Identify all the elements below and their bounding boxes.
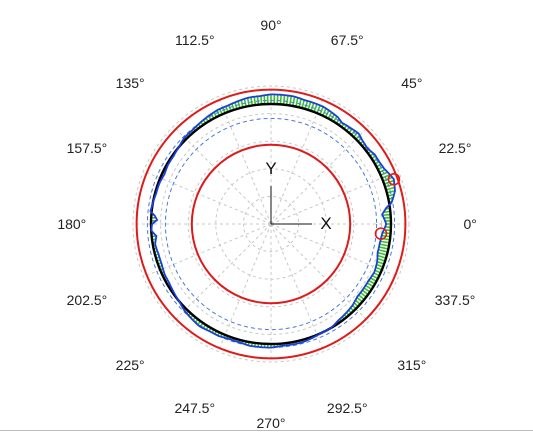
deviation-hatch-line — [246, 97, 250, 107]
deviation-hatch-line — [310, 102, 315, 112]
deviation-hatch-line — [319, 106, 324, 115]
deviation-hatch-line — [313, 103, 318, 113]
angle-label: 45° — [401, 75, 422, 91]
reference-circle — [149, 102, 393, 346]
deviation-hatch-line — [276, 94, 279, 105]
y-axis-label: Y — [265, 159, 276, 178]
deviation-hatch-line — [361, 289, 369, 296]
angle-label: 315° — [397, 357, 426, 373]
angle-label: 225° — [116, 357, 145, 373]
deviation-hatch-line — [295, 97, 299, 107]
grid-spoke — [143, 223, 272, 278]
deviation-hatch-line — [382, 213, 391, 217]
extreme-point-marker — [387, 172, 401, 186]
grid-ring — [132, 85, 410, 363]
marker-layer — [374, 172, 401, 240]
deviation-hatch-line — [301, 99, 306, 109]
angle-label: 157.5° — [67, 140, 108, 156]
grid-spoke — [173, 223, 272, 322]
deviation-hatch-line — [378, 248, 388, 253]
deviation-hatch-line — [385, 186, 395, 191]
x-axis-label: X — [320, 214, 331, 233]
deviation-hatch-line — [381, 173, 391, 179]
dashed-circle — [164, 117, 378, 331]
deviation-hatch-line — [380, 240, 390, 244]
grid-spoke — [217, 223, 272, 352]
deviation-hatch-line — [368, 279, 376, 285]
grid-ring — [187, 140, 355, 308]
bottom-border — [0, 430, 533, 431]
angle-label: 22.5° — [439, 140, 472, 156]
profile-line — [149, 93, 396, 349]
angle-label: 0° — [464, 216, 477, 232]
angle-label: 135° — [116, 75, 145, 91]
deviation-hatch-line — [376, 260, 385, 265]
deviation-hatch-line — [285, 95, 289, 106]
angle-labels: 0° 22.5° 45° 67.5° 90° 112.5° 135° 157.5° 180° 20… — [57, 17, 477, 431]
deviation-hatch-line — [292, 96, 296, 107]
tolerance-circle — [135, 88, 407, 360]
deviation-hatch-line — [360, 292, 367, 298]
angle-label: 67.5° — [331, 32, 364, 48]
grid-spoke — [270, 223, 325, 352]
deviation-hatch-line — [253, 96, 257, 106]
deviation-hatch-line — [378, 246, 389, 250]
angle-label: 180° — [57, 216, 86, 232]
deviation-hatch-line — [298, 98, 302, 108]
angle-label: 247.5° — [174, 400, 215, 416]
dashed-circle — [146, 99, 396, 349]
deviation-hatch-line — [316, 105, 321, 114]
tolerance-circle — [190, 143, 352, 305]
deviation-hatch-line — [377, 254, 387, 259]
reference-circles — [135, 88, 407, 360]
grid-spoke — [270, 126, 369, 225]
angle-label: 112.5° — [175, 32, 215, 48]
deviation-hatch-line — [304, 100, 309, 110]
deviation-hatch-line — [250, 97, 254, 106]
grid-spoke — [270, 170, 399, 225]
deviation-hatch-line — [366, 282, 374, 288]
deviation-hatch-line — [365, 284, 373, 291]
grid-spoke — [143, 170, 272, 225]
deviation-hatch-line — [377, 257, 386, 262]
profile-layer — [149, 93, 396, 349]
deviation-hatch-line — [260, 95, 263, 105]
extreme-point-marker — [374, 227, 388, 240]
angle-label: 90° — [260, 17, 281, 33]
grid-spoke — [173, 126, 272, 225]
deviation-hatch-line — [307, 101, 312, 111]
deviation-hatch-line — [288, 95, 293, 106]
deviation-hatch-line — [358, 294, 365, 301]
angle-label: 337.5° — [435, 292, 476, 308]
grid-spoke — [217, 96, 272, 225]
angle-label: 292.5° — [327, 400, 368, 416]
deviation-hatch-line — [282, 95, 286, 105]
xy-axes: Y X — [265, 159, 331, 233]
deviation-hatch-line — [256, 96, 260, 105]
deviation-hatch-line — [363, 287, 371, 293]
deviation-hatch-line — [279, 94, 282, 105]
deviation-hatch-line — [379, 243, 390, 247]
deviation-hatch-line — [386, 189, 396, 194]
angle-label: 202.5° — [67, 292, 108, 308]
grid-spoke — [270, 96, 325, 225]
angle-label: 270° — [257, 415, 286, 431]
deviation-hatch-line — [377, 251, 388, 256]
